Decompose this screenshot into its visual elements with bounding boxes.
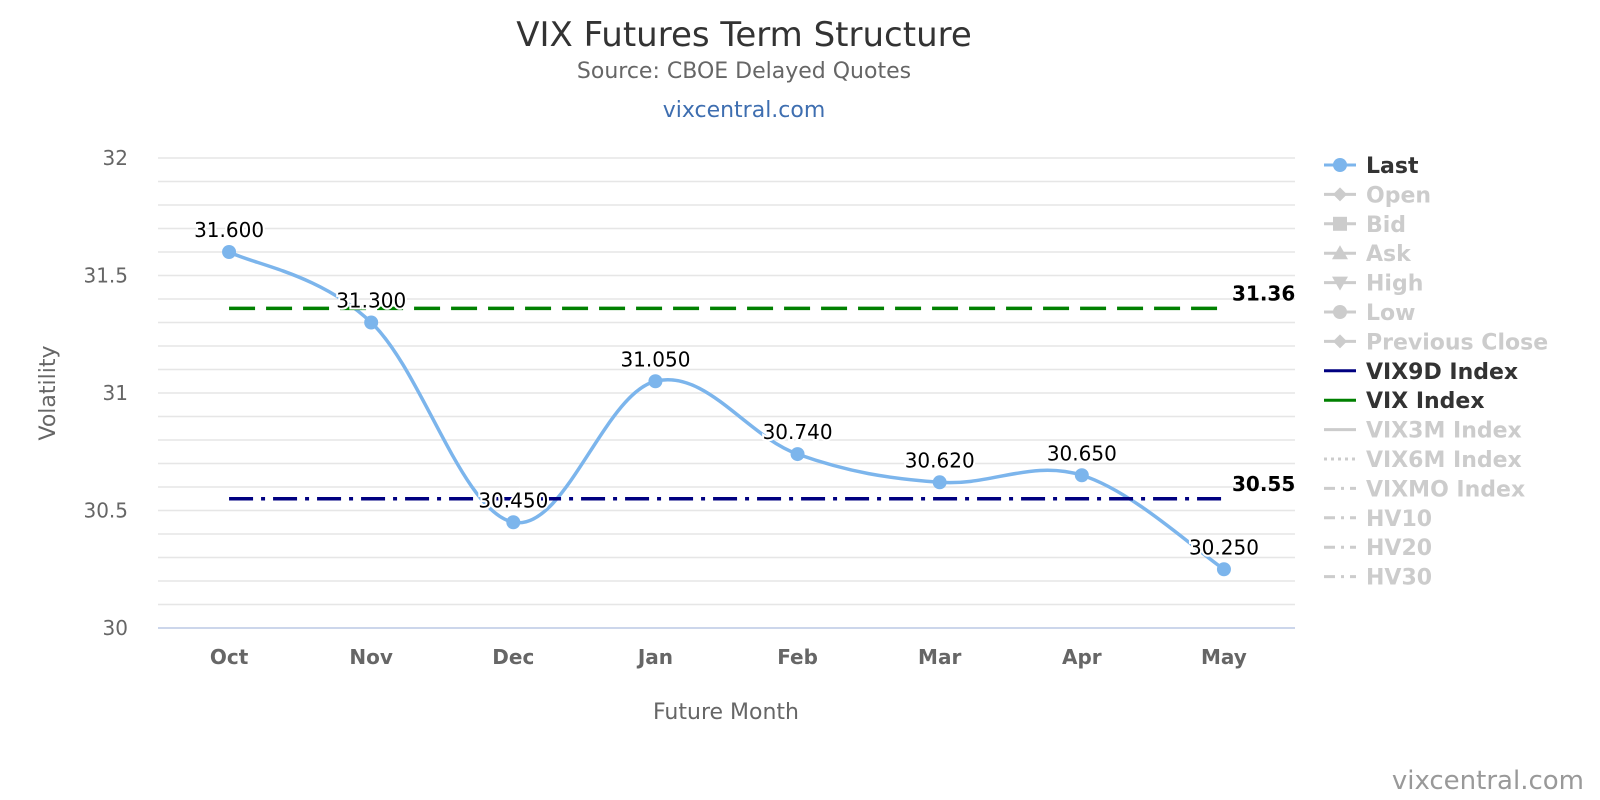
data-point[interactable]: [648, 374, 663, 389]
data-label: 30.650: [1047, 441, 1117, 465]
x-tick-label: Oct: [210, 645, 249, 669]
legend-label: VIXMO Index: [1366, 477, 1525, 502]
legend-label: Open: [1366, 183, 1431, 208]
legend-item[interactable]: Ask: [1324, 242, 1412, 267]
legend-item[interactable]: VIXMO Index: [1324, 477, 1525, 502]
legend-label: Previous Close: [1366, 330, 1548, 355]
legend-item[interactable]: Bid: [1324, 213, 1406, 238]
legend: Last Open Bid Ask High Low Previous Close VIX9D…: [1324, 154, 1548, 591]
legend-item[interactable]: HV20: [1324, 536, 1432, 561]
legend-item[interactable]: High: [1324, 272, 1423, 297]
legend-item[interactable]: HV30: [1324, 566, 1432, 591]
legend-label: HV10: [1366, 507, 1432, 532]
legend-item[interactable]: VIX9D Index: [1324, 360, 1518, 385]
data-point[interactable]: [364, 315, 379, 330]
x-tick-label: Jan: [636, 645, 673, 669]
data-label: 30.250: [1189, 535, 1259, 559]
legend-label: VIX Index: [1366, 389, 1485, 414]
y-axis-title: Volatility: [36, 345, 61, 440]
y-tick-label: 31: [103, 381, 128, 405]
x-tick-label: Nov: [349, 645, 393, 669]
credit-text[interactable]: vixcentral.com: [1392, 766, 1584, 796]
legend-label: Last: [1366, 154, 1419, 179]
legend-item[interactable]: Previous Close: [1324, 330, 1548, 355]
legend-triangle-down-icon: [1332, 276, 1348, 291]
legend-item[interactable]: Low: [1324, 301, 1415, 326]
y-tick-label: 31.5: [83, 264, 128, 288]
legend-circle-icon: [1333, 158, 1347, 172]
legend-item[interactable]: VIX Index: [1324, 389, 1485, 414]
data-label: 31.050: [620, 347, 690, 371]
data-label: 30.620: [905, 448, 975, 472]
vix9d-index-value-label: 30.55: [1232, 472, 1295, 496]
data-label: 30.450: [478, 488, 548, 512]
grid-lines: [158, 157, 1295, 629]
x-tick-label: May: [1201, 645, 1247, 669]
legend-item[interactable]: HV10: [1324, 507, 1432, 532]
legend-label: Ask: [1366, 242, 1412, 267]
data-point[interactable]: [790, 447, 805, 462]
series-line-last: [228, 250, 1225, 571]
legend-label: Low: [1366, 301, 1415, 326]
legend-circle-icon: [1333, 305, 1347, 319]
legend-item[interactable]: Last: [1324, 154, 1419, 179]
data-point[interactable]: [222, 245, 237, 259]
legend-item[interactable]: VIX6M Index: [1324, 448, 1522, 473]
legend-triangle-icon: [1332, 245, 1348, 260]
y-tick-label: 30.5: [83, 499, 128, 523]
source-link[interactable]: vixcentral.com: [663, 98, 826, 123]
legend-item[interactable]: VIX3M Index: [1324, 419, 1522, 444]
y-tick-label: 30: [103, 616, 128, 640]
plot-series: 31.36 30.55 31.600 31.300 30.450 31.050 30.740…: [192, 216, 1295, 577]
data-point[interactable]: [1074, 468, 1089, 483]
legend-diamond-icon: [1333, 187, 1347, 202]
data-point[interactable]: [1216, 562, 1231, 577]
data-label: 31.300: [336, 289, 406, 313]
x-tick-label: Apr: [1062, 645, 1102, 669]
legend-item[interactable]: Open: [1324, 183, 1431, 208]
chart-title: VIX Futures Term Structure: [516, 15, 972, 55]
legend-label: VIX3M Index: [1366, 419, 1522, 444]
vix-index-value-label: 31.36: [1232, 281, 1295, 305]
legend-label: High: [1366, 272, 1423, 297]
legend-square-icon: [1333, 216, 1347, 231]
x-tick-label: Feb: [777, 645, 818, 669]
y-tick-label: 32: [103, 146, 128, 170]
x-tick-label: Mar: [918, 645, 961, 669]
data-point[interactable]: [506, 515, 521, 530]
data-point[interactable]: [932, 475, 947, 490]
x-tick-label: Dec: [492, 645, 534, 669]
data-label: 30.740: [763, 420, 833, 444]
legend-label: HV20: [1366, 536, 1432, 561]
x-axis-title: Future Month: [653, 700, 799, 725]
legend-label: VIX9D Index: [1366, 360, 1518, 385]
chart-subtitle: Source: CBOE Delayed Quotes: [577, 59, 911, 84]
legend-diamond-icon: [1333, 334, 1347, 349]
legend-label: Bid: [1366, 213, 1406, 238]
x-axis-labels: Oct Nov Dec Jan Feb Mar Apr May: [210, 645, 1247, 669]
y-axis-labels: 30 30.5 31 31.5 32: [83, 146, 128, 640]
data-label: 31.600: [194, 218, 264, 242]
legend-label: VIX6M Index: [1366, 448, 1522, 473]
legend-label: HV30: [1366, 566, 1432, 591]
